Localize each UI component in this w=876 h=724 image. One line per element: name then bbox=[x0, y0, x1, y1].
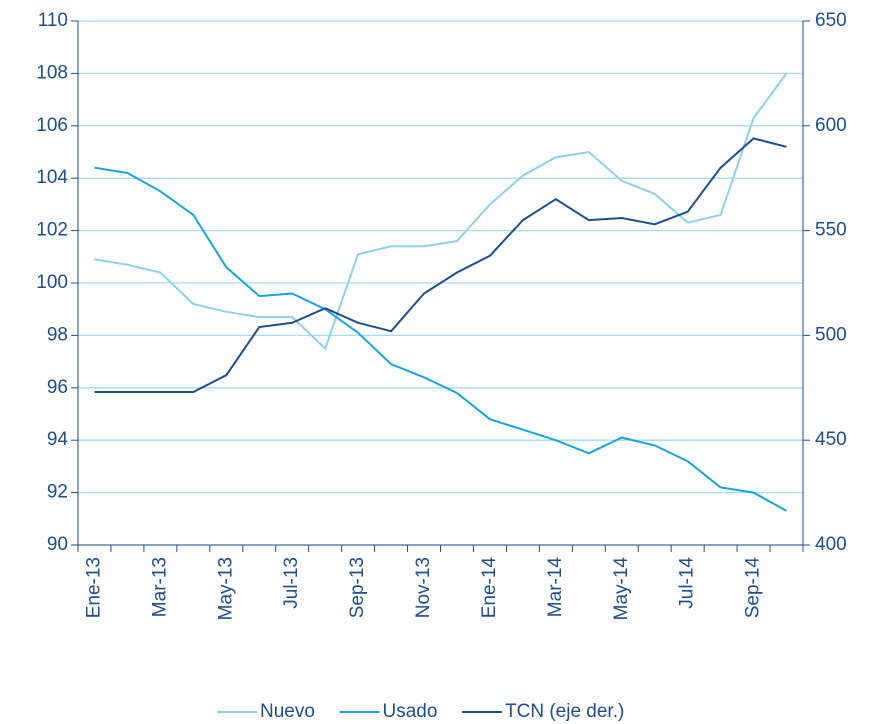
x-tick-label: Mar-14 bbox=[545, 557, 566, 618]
x-tick-label: Jul-13 bbox=[281, 557, 302, 609]
y-tick-label: 102 bbox=[36, 220, 68, 241]
legend-label: Nuevo bbox=[260, 701, 315, 722]
series-line bbox=[94, 72, 788, 351]
y-tick-label: 108 bbox=[36, 62, 68, 83]
x-tick-label: Jul-14 bbox=[677, 557, 698, 609]
y-tick-label: 100 bbox=[36, 272, 68, 293]
y2-tick-label: 450 bbox=[815, 429, 847, 450]
y2-tick-label: 600 bbox=[815, 115, 847, 136]
x-tick-label: Ene-13 bbox=[83, 557, 104, 618]
y-tick-label: 92 bbox=[47, 482, 68, 503]
legend-label: TCN (eje der.) bbox=[505, 701, 624, 722]
y-tick-label: 90 bbox=[47, 534, 68, 555]
x-tick-label: Sep-14 bbox=[743, 557, 764, 619]
y-tick-label: 98 bbox=[47, 324, 68, 345]
legend-label: Usado bbox=[383, 701, 438, 722]
y2-tick-label: 650 bbox=[815, 10, 847, 31]
series-line bbox=[94, 166, 787, 512]
y-tick-label: 104 bbox=[36, 167, 68, 188]
y2-tick-label: 400 bbox=[815, 534, 847, 555]
x-tick-label: Mar-13 bbox=[149, 557, 170, 617]
x-tick-label: May-13 bbox=[215, 557, 236, 620]
x-tick-label: Sep-13 bbox=[347, 557, 368, 618]
y-tick-label: 94 bbox=[47, 429, 69, 450]
y-tick-label: 110 bbox=[38, 10, 68, 31]
x-tick-label: May-14 bbox=[611, 557, 632, 621]
x-tick-label: Nov-13 bbox=[413, 557, 434, 618]
x-tick-label: Ene-14 bbox=[479, 557, 500, 619]
y2-tick-label: 550 bbox=[815, 220, 847, 241]
y-tick-label: 106 bbox=[36, 115, 68, 136]
y-tick-label: 96 bbox=[47, 377, 68, 398]
y2-tick-label: 500 bbox=[815, 324, 847, 345]
series-line bbox=[94, 137, 787, 393]
